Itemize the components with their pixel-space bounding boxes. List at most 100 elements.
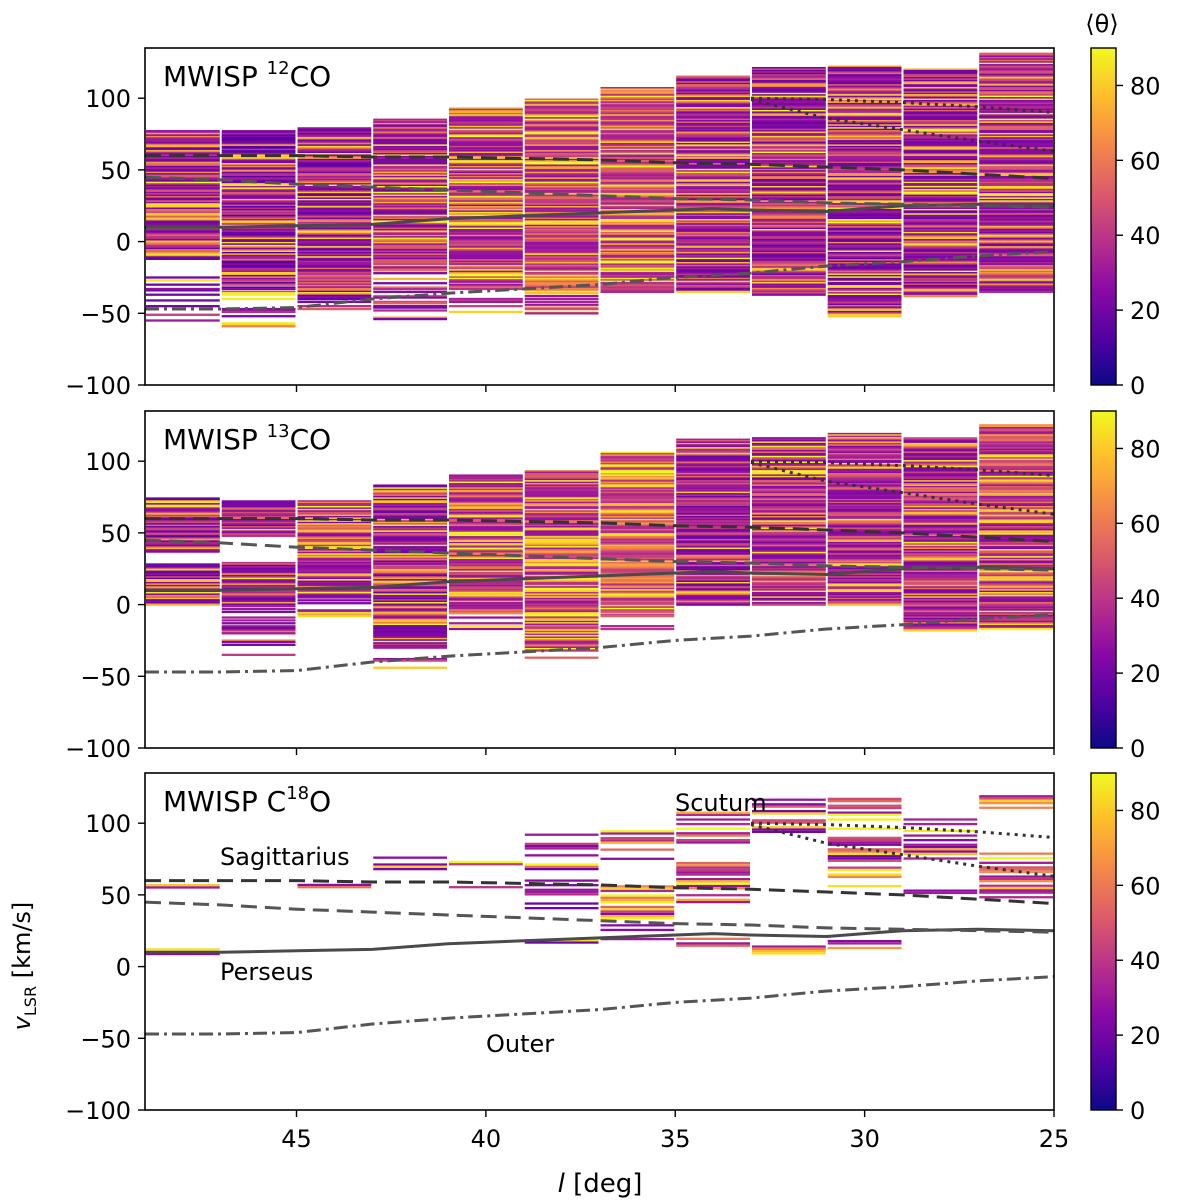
heatmap-line xyxy=(146,211,220,215)
colorbar-tick-label: 80 xyxy=(1130,72,1161,100)
heatmap-line xyxy=(752,132,826,136)
heatmap-line xyxy=(827,579,902,582)
heatmap-line xyxy=(524,243,599,246)
heatmap-line xyxy=(979,178,1053,182)
heatmap-line xyxy=(373,161,447,164)
heatmap-line xyxy=(600,142,675,146)
heatmap-line xyxy=(752,293,826,296)
heatmap-line xyxy=(146,203,220,206)
heatmap-line xyxy=(827,541,902,545)
heatmap-line xyxy=(297,279,372,282)
heatmap-line xyxy=(752,187,826,190)
heatmap-line xyxy=(676,832,750,835)
heatmap-line xyxy=(600,117,675,120)
heatmap-line xyxy=(221,622,296,625)
heatmap-line xyxy=(524,300,599,304)
heatmap-line xyxy=(449,130,523,133)
heatmap-line xyxy=(827,508,902,512)
heatmap-line xyxy=(600,609,675,612)
heatmap-line xyxy=(979,190,1053,193)
heatmap-line xyxy=(600,546,675,549)
heatmap-line xyxy=(524,130,599,133)
heatmap-line xyxy=(752,543,826,546)
heatmap-line xyxy=(827,160,902,163)
heatmap-line xyxy=(903,148,978,152)
heatmap-line xyxy=(449,234,523,238)
heatmap-line xyxy=(297,292,372,295)
heatmap-line xyxy=(146,526,220,529)
heatmap-line xyxy=(827,127,902,130)
heatmap-line xyxy=(903,889,978,892)
heatmap-line xyxy=(524,517,599,520)
heatmap-line xyxy=(600,193,675,196)
heatmap-line xyxy=(373,203,447,206)
heatmap-line xyxy=(979,528,1053,532)
heatmap-line xyxy=(221,188,296,192)
heatmap-line xyxy=(524,132,599,136)
heatmap-line xyxy=(903,71,978,74)
heatmap-line xyxy=(903,246,978,249)
heatmap-line xyxy=(676,460,750,463)
heatmap-line xyxy=(979,160,1053,163)
heatmap-line xyxy=(297,583,372,586)
heatmap-line xyxy=(600,894,675,897)
heatmap-line xyxy=(676,171,750,174)
colorbar-gradient xyxy=(1090,410,1117,749)
heatmap-line xyxy=(221,218,296,222)
heatmap-line xyxy=(524,233,599,236)
heatmap-line xyxy=(297,177,372,180)
x-tick-label: 35 xyxy=(660,1125,691,1153)
heatmap-line xyxy=(373,250,447,253)
heatmap-line xyxy=(373,516,447,519)
heatmap-line xyxy=(676,524,750,527)
heatmap-line xyxy=(524,262,599,265)
heatmap-line xyxy=(979,891,1053,894)
heatmap-line xyxy=(827,249,902,252)
heatmap-line xyxy=(449,627,523,631)
heatmap-line xyxy=(221,309,296,312)
heatmap-line xyxy=(979,484,1053,487)
heatmap-line xyxy=(297,581,372,585)
heatmap-line xyxy=(979,89,1053,93)
heatmap-line xyxy=(146,574,220,578)
arm-curve-outer xyxy=(145,250,1054,311)
heatmap-line xyxy=(752,264,826,268)
heatmap-line xyxy=(373,573,447,576)
heatmap-line xyxy=(676,247,750,250)
heatmap-line xyxy=(903,257,978,261)
heatmap-line xyxy=(600,470,675,473)
heatmap-line xyxy=(221,297,296,301)
heatmap-line xyxy=(827,526,902,529)
plot-frame xyxy=(144,410,1055,749)
heatmap-line xyxy=(903,270,978,273)
heatmap-line xyxy=(146,579,220,582)
heatmap-line xyxy=(146,141,220,144)
heatmap-line xyxy=(752,472,826,476)
heatmap-line xyxy=(297,148,372,152)
heatmap-line xyxy=(297,154,372,157)
heatmap-line xyxy=(449,560,523,563)
heatmap-line xyxy=(752,947,826,951)
heatmap-line xyxy=(827,586,902,589)
heatmap-line xyxy=(903,551,978,555)
heatmap-line xyxy=(979,131,1053,134)
heatmap-line xyxy=(903,590,978,593)
heatmap-line xyxy=(600,468,675,471)
heatmap-line xyxy=(676,191,750,195)
heatmap-line xyxy=(600,171,675,174)
heatmap-line xyxy=(146,188,220,192)
heatmap-line xyxy=(827,495,902,499)
heatmap-line xyxy=(827,79,902,83)
heatmap-line xyxy=(827,94,902,97)
heatmap-line xyxy=(146,536,220,539)
heatmap-line xyxy=(903,155,978,159)
heatmap-line xyxy=(827,432,902,436)
heatmap-line xyxy=(979,590,1053,593)
heatmap-line xyxy=(146,145,220,149)
heatmap-line xyxy=(903,290,978,293)
heatmap-line xyxy=(297,612,372,615)
heatmap-line xyxy=(449,556,523,559)
heatmap-line xyxy=(221,230,296,233)
heatmap-line xyxy=(827,197,902,200)
heatmap-line xyxy=(676,196,750,199)
